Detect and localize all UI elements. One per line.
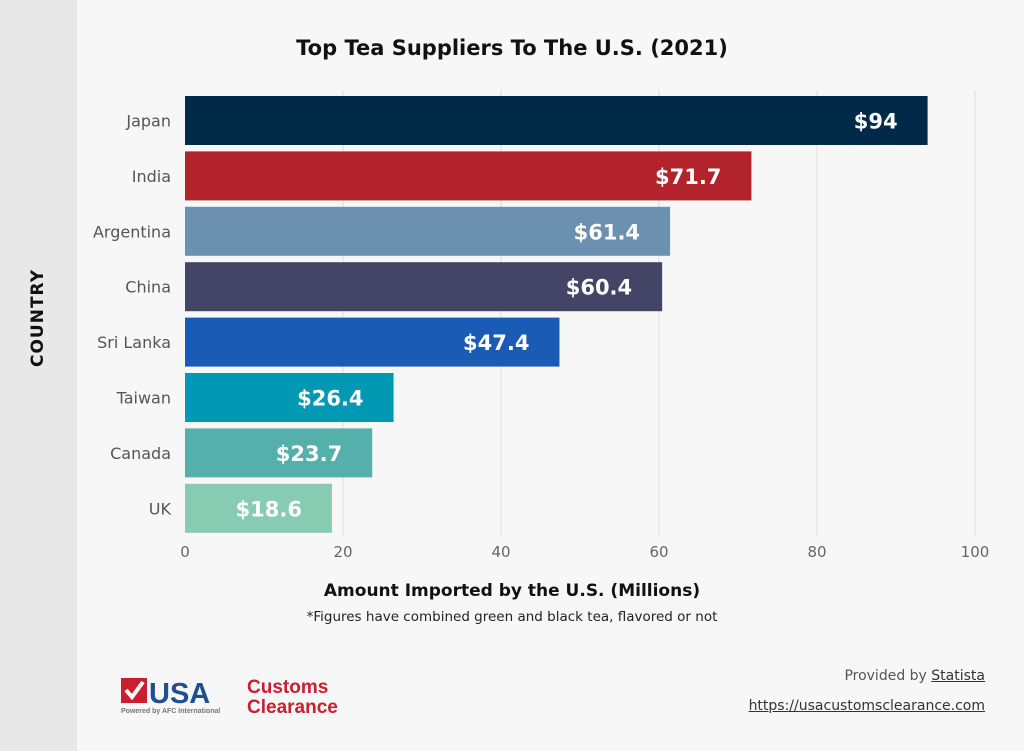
category-label: China xyxy=(125,278,171,297)
category-label: Japan xyxy=(125,112,171,131)
category-label: Taiwan xyxy=(116,389,171,408)
source-credit: Provided by Statista xyxy=(844,668,985,684)
bar-canada xyxy=(185,428,373,478)
left-strip xyxy=(0,0,77,751)
bar-argentina xyxy=(185,206,671,256)
data-label: $26.4 xyxy=(297,387,363,411)
svg-text:Clearance: Clearance xyxy=(247,697,338,716)
x-tick-label: 60 xyxy=(649,543,668,561)
data-label: $94 xyxy=(854,110,898,134)
bar-japan xyxy=(185,96,928,145)
category-label: UK xyxy=(149,499,172,518)
data-label: $18.6 xyxy=(236,497,302,521)
category-label: Sri Lanka xyxy=(97,333,171,352)
x-tick-label: 20 xyxy=(333,543,352,561)
data-label: $71.7 xyxy=(655,165,721,189)
x-axis-label: Amount Imported by the U.S. (Millions) xyxy=(324,581,700,601)
svg-text:Powered by AFC International: Powered by AFC International xyxy=(121,708,220,715)
bar-uk xyxy=(185,483,332,533)
data-label: $23.7 xyxy=(276,442,342,466)
website-link[interactable]: https://usacustomsclearance.com xyxy=(748,698,985,714)
bar-india xyxy=(185,151,752,201)
category-label: Argentina xyxy=(93,222,171,241)
category-label: Canada xyxy=(110,444,171,463)
statista-link[interactable]: Statista xyxy=(931,668,985,684)
bar-china xyxy=(185,262,663,312)
data-label: $61.4 xyxy=(574,220,640,244)
svg-text:Customs: Customs xyxy=(247,677,328,698)
x-tick-label: 80 xyxy=(807,543,826,561)
category-label: India xyxy=(132,167,171,186)
x-ticks: 0 20 40 60 80 100 xyxy=(180,543,989,561)
data-label: $47.4 xyxy=(463,331,529,355)
x-tick-label: 100 xyxy=(961,543,990,561)
y-axis-label: COUNTRY xyxy=(28,269,48,367)
x-tick-label: 40 xyxy=(491,543,510,561)
data-label: $60.4 xyxy=(566,276,632,300)
chart-title: Top Tea Suppliers To The U.S. (2021) xyxy=(296,36,728,60)
bars: Japan $94 India $71.7 Argentina $61.4 China $60… xyxy=(93,96,928,533)
usa-customs-clearance-logo: USA Powered by AFC International Customs… xyxy=(121,676,351,718)
footnote: *Figures have combined green and black t… xyxy=(307,609,718,625)
bar-sri-lanka xyxy=(185,317,560,367)
svg-text:USA: USA xyxy=(149,678,210,710)
bar-taiwan xyxy=(185,373,394,422)
x-tick-label: 0 xyxy=(180,543,190,561)
